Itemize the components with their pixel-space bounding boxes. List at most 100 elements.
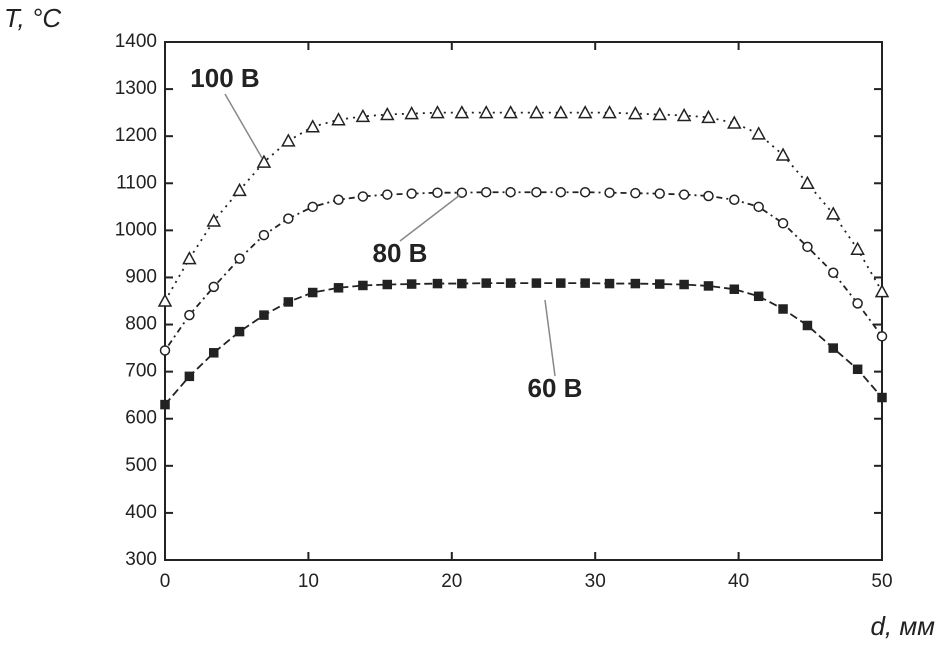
marker <box>184 371 195 382</box>
y-tick-label: 1000 <box>115 219 157 240</box>
marker <box>676 107 692 122</box>
marker <box>602 105 617 119</box>
plot-frame <box>164 41 883 561</box>
marker <box>531 186 542 198</box>
x-tick-label: 20 <box>441 571 462 592</box>
marker <box>777 218 789 229</box>
marker <box>382 189 393 200</box>
y-tick-label: 1100 <box>116 172 157 193</box>
marker <box>727 115 742 129</box>
marker <box>406 279 417 289</box>
marker <box>529 105 544 119</box>
marker <box>751 126 766 140</box>
marker <box>628 106 643 120</box>
marker <box>802 241 813 253</box>
x-tick-label: 40 <box>728 571 749 592</box>
marker <box>877 392 887 403</box>
marker <box>333 283 344 293</box>
y-tick-label: 400 <box>125 502 157 523</box>
marker <box>331 112 346 126</box>
marker <box>828 343 838 353</box>
marker <box>157 293 173 307</box>
marker <box>701 109 716 124</box>
leader-line <box>544 299 556 377</box>
x-axis-label: d, мм <box>870 611 935 641</box>
marker <box>678 189 690 200</box>
marker <box>182 251 197 265</box>
marker <box>206 213 222 227</box>
marker <box>775 147 791 161</box>
y-tick-label: 900 <box>125 266 157 287</box>
marker <box>481 278 491 288</box>
marker <box>478 105 494 119</box>
y-tick-label: 800 <box>125 314 157 335</box>
marker <box>652 106 667 121</box>
marker <box>729 284 740 294</box>
series-label: 60 В <box>528 373 583 403</box>
series-line <box>164 191 883 351</box>
marker <box>457 278 467 289</box>
marker <box>209 348 219 358</box>
y-tick-label: 600 <box>125 408 157 429</box>
marker <box>553 105 569 119</box>
y-tick-label: 500 <box>125 455 157 476</box>
marker <box>703 190 714 202</box>
marker <box>555 186 567 198</box>
marker <box>208 281 220 293</box>
marker <box>505 278 516 288</box>
marker <box>852 298 863 309</box>
marker <box>604 278 615 289</box>
marker <box>160 399 170 410</box>
series-label: 80 В <box>373 238 428 268</box>
x-tick-label: 30 <box>585 571 606 592</box>
marker <box>234 253 245 264</box>
x-tick-label: 50 <box>871 571 892 592</box>
marker <box>630 278 641 289</box>
marker <box>753 201 764 213</box>
series-line <box>164 111 883 302</box>
marker <box>531 278 542 288</box>
marker <box>850 241 865 255</box>
marker <box>827 267 839 278</box>
marker <box>432 187 443 198</box>
marker <box>406 188 417 199</box>
marker <box>283 297 294 307</box>
marker <box>505 186 516 198</box>
y-tick-label: 300 <box>125 549 157 570</box>
marker <box>184 309 195 321</box>
marker <box>580 278 590 288</box>
marker <box>305 119 320 133</box>
marker <box>333 194 344 206</box>
marker <box>503 105 518 119</box>
series-label: 100 В <box>190 63 259 93</box>
marker <box>654 279 665 289</box>
marker <box>281 133 296 147</box>
marker <box>432 278 443 289</box>
marker <box>404 106 419 120</box>
marker <box>234 326 245 337</box>
marker <box>703 281 714 291</box>
x-tick-label: 10 <box>298 571 319 592</box>
marker <box>357 191 369 202</box>
marker <box>874 284 890 298</box>
y-tick-label: 1200 <box>115 125 157 146</box>
marker <box>259 310 269 320</box>
x-tick-label: 0 <box>160 571 171 592</box>
marker <box>382 279 393 290</box>
marker <box>729 194 740 206</box>
marker <box>577 105 593 119</box>
series-line <box>164 282 883 406</box>
leader-line <box>224 93 263 159</box>
marker <box>852 364 863 375</box>
marker <box>753 291 764 302</box>
marker <box>380 106 395 121</box>
marker <box>283 213 294 224</box>
marker <box>556 278 566 288</box>
marker <box>307 201 318 213</box>
y-tick-label: 1300 <box>115 78 157 99</box>
marker <box>778 304 788 314</box>
marker <box>480 186 492 198</box>
leader-line <box>399 194 461 242</box>
marker <box>358 280 368 291</box>
